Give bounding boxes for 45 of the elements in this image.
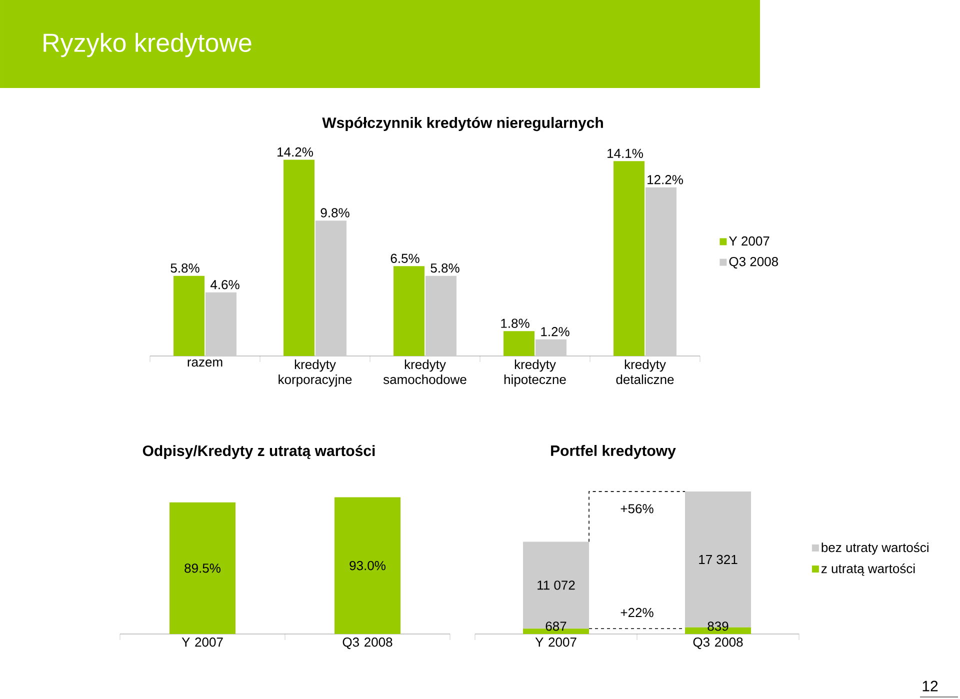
annotation: +56% [620,504,654,514]
bar [426,276,457,356]
data-label: 4.6% [210,280,240,290]
bar [316,220,347,356]
chart-title: Portfel kredytowy [551,445,676,459]
data-label: 17 321 [699,554,738,564]
x-tick-label: Y 2007 [535,638,576,647]
x-tick-label: Q3 2008 [342,638,392,650]
data-label: 89.5% [184,564,220,573]
data-label: 12.2% [648,175,683,184]
legend-label: Q3 2008 [729,256,778,269]
data-label: 5.8% [430,263,460,273]
x-tick-label: razem [188,360,222,367]
data-label: 6.5% [390,254,420,263]
legend-label: z utratą wartości [821,564,915,576]
x-tick-label: Y 2007 [182,638,223,647]
x-tick-label: kredyty korporacyjne [278,360,352,387]
bar [614,161,645,356]
data-label: 5.8% [170,263,200,273]
data-label: 14.1% [608,148,643,158]
chart-subtitle: Współczynnik kredytów nieregularnych [322,116,603,132]
bar [206,292,237,356]
bar [284,160,315,356]
bar [174,276,205,356]
chart-title: Odpisy/Kredyty z utratą wartości [142,444,375,460]
x-tick-label: kredyty samochodowe [383,360,466,384]
data-label: 93.0% [350,560,386,570]
legend-label: bez utraty wartości [822,542,928,555]
legend-label: Y 2007 [728,236,770,246]
bar [536,339,567,356]
bar [646,187,677,356]
text: 12 [922,680,938,692]
bar [523,542,590,629]
annotation: +22% [620,608,654,618]
chart-title: Ryzyko kredytowe [44,32,252,58]
data-label: 1.8% [501,318,530,328]
data-label: 14.2% [278,147,313,157]
data-label: 1.2% [541,327,570,336]
bar [394,266,425,356]
bar [504,331,535,356]
data-label: 9.8% [320,208,350,218]
data-label: 11 072 [538,580,575,590]
x-tick-label: Q3 2008 [693,638,743,650]
x-tick-label: kredyty hipoteczne [504,360,566,387]
x-tick-label: kredyty detaliczne [616,360,674,384]
